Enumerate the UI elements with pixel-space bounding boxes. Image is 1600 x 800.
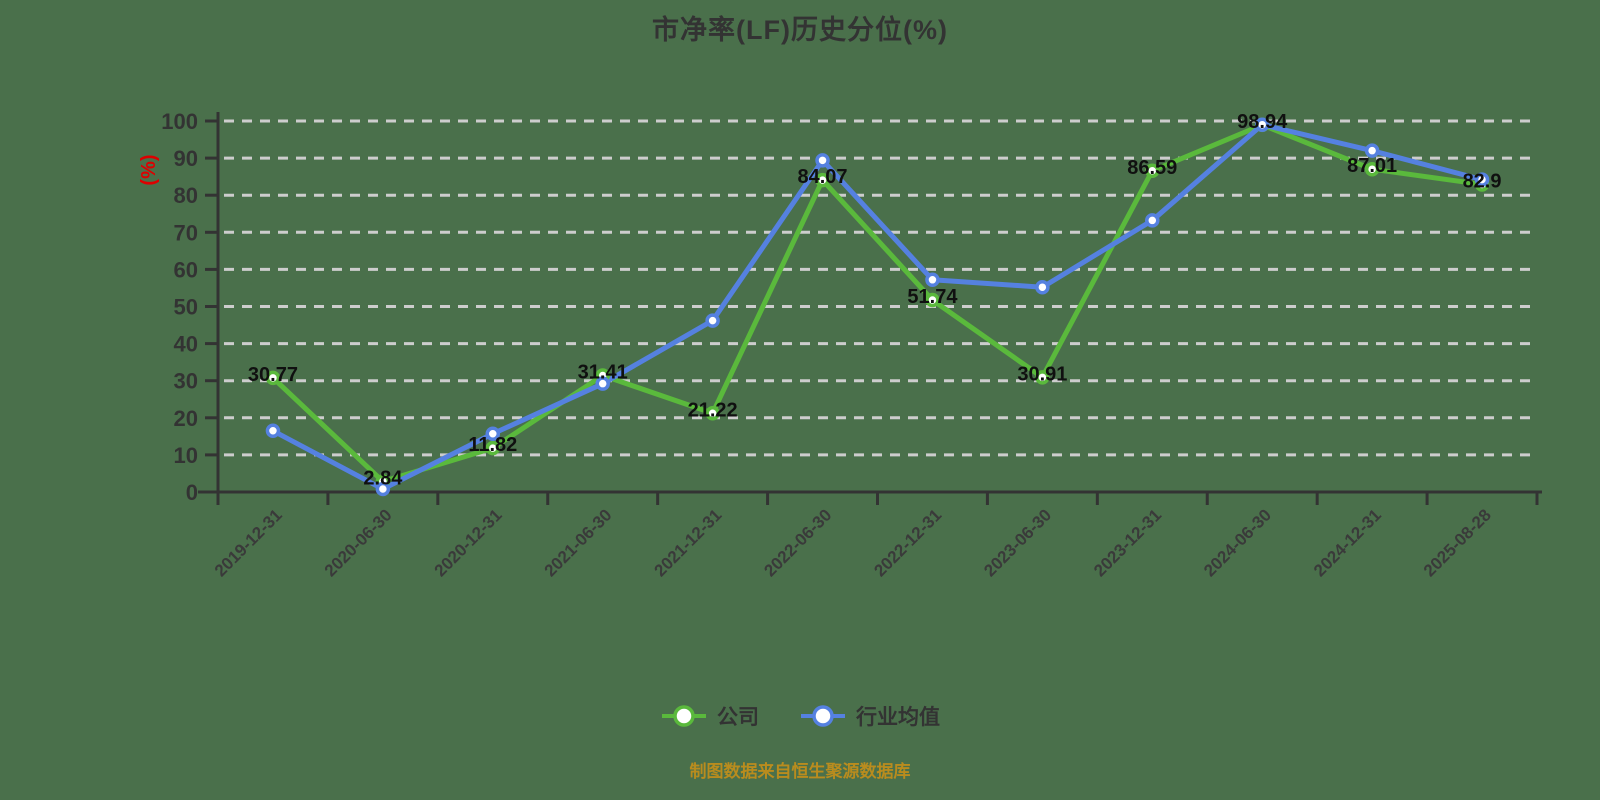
company-data-point [1035, 370, 1050, 385]
company-legend-marker-icon [662, 705, 706, 727]
y-tick-label: 20 [174, 406, 198, 431]
y-tick-label: 10 [174, 443, 198, 468]
industry-avg-data-point [705, 313, 720, 328]
industry-avg-data-point [925, 272, 940, 288]
y-tick-label: 70 [174, 220, 198, 245]
industry-avg-data-point [1254, 117, 1270, 132]
value-label: 84.07 [798, 166, 848, 188]
x-tick-label: 2020-06-30 [321, 505, 396, 580]
x-tick-label: 2021-06-30 [541, 505, 616, 580]
y-tick-label: 30 [174, 369, 198, 394]
legend-item-company[interactable]: 公司 [660, 701, 759, 731]
x-tick-label: 2020-12-31 [431, 505, 506, 580]
x-tick-label: 2022-12-31 [870, 505, 945, 580]
value-label: 98.94 [1237, 111, 1288, 133]
x-tick-label: 2023-06-30 [980, 505, 1055, 580]
value-label: 30.91 [1017, 363, 1067, 385]
legend-item-industry-avg[interactable]: 行业均值 [799, 701, 940, 731]
industry-avg-data-point [1474, 172, 1490, 187]
company-series-line [270, 122, 1485, 484]
industry-avg-data-point [1364, 143, 1380, 158]
x-tick-label: 2022-06-30 [760, 505, 835, 580]
chart-legend: 公司 行业均值 [0, 701, 1600, 731]
value-label: 21.22 [688, 399, 738, 421]
industry-avg-data-point [1035, 279, 1050, 295]
y-tick-label: 0 [186, 480, 198, 505]
industry-avg-data-point [265, 423, 281, 439]
chart-title: 市净率(LF)历史分位(%) [652, 15, 948, 45]
value-label: 87.01 [1347, 155, 1397, 177]
value-label: 31.41 [578, 361, 628, 383]
industry-avg-data-point [595, 376, 610, 391]
y-axis-unit-label: (%) [138, 154, 160, 185]
y-tick-label: 80 [174, 183, 198, 208]
y-tick-label: 90 [174, 146, 198, 171]
legend-label-company: 公司 [717, 706, 759, 729]
x-tick-label: 2024-12-31 [1310, 505, 1385, 580]
industry-avg-data-point [485, 426, 501, 442]
company-data-point [485, 440, 501, 456]
industry-avg-data-point [815, 153, 830, 168]
company-data-point [705, 406, 720, 421]
x-tick-label: 2025-08-28 [1420, 505, 1495, 580]
company-data-point [925, 292, 940, 308]
company-data-point [815, 172, 830, 188]
legend-label-industry-avg: 行业均值 [856, 706, 940, 729]
data-source-note: 制图数据来自恒生聚源数据库 [689, 762, 911, 781]
value-label: 11.82 [468, 434, 517, 456]
y-tick-label: 40 [174, 332, 198, 357]
value-label: 86.59 [1127, 157, 1177, 179]
industry-avg-data-point [1145, 213, 1160, 228]
company-data-point [1364, 161, 1380, 177]
industry-avg-series-line [270, 122, 1485, 492]
x-tick-label: 2021-12-31 [651, 505, 726, 580]
industry-avg-data-point [375, 481, 391, 497]
company-data-point [265, 370, 281, 386]
industry-avg-legend-marker-icon [801, 705, 845, 727]
x-tick-label: 2023-12-31 [1090, 505, 1165, 580]
y-tick-label: 50 [174, 295, 198, 320]
company-data-point [1145, 163, 1160, 179]
value-label: 2.84 [363, 467, 403, 489]
y-tick-label: 100 [161, 109, 198, 134]
value-label: 82.9 [1463, 170, 1502, 192]
x-tick-label: 2019-12-31 [211, 505, 286, 580]
value-label: 30.77 [248, 364, 298, 386]
x-tick-label: 2024-06-30 [1200, 505, 1275, 580]
y-tick-label: 60 [174, 257, 198, 282]
value-label: 51.74 [907, 286, 958, 308]
